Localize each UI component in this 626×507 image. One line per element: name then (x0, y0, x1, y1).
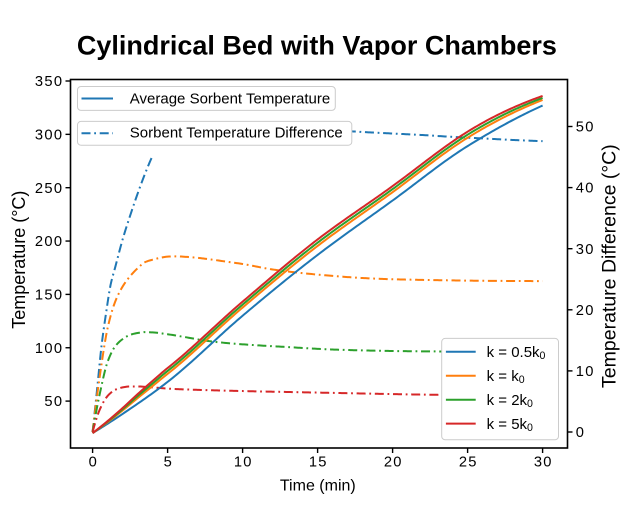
svg-text:150: 150 (35, 288, 63, 304)
svg-text:k = 5k0: k = 5k0 (487, 416, 533, 434)
svg-text:Cylindrical Bed with Vapor Cha: Cylindrical Bed with Vapor Chambers (77, 31, 557, 61)
svg-text:0: 0 (576, 425, 585, 441)
svg-text:k = k0: k = k0 (487, 368, 525, 386)
svg-text:Average Sorbent Temperature: Average Sorbent Temperature (130, 91, 330, 108)
svg-text:50: 50 (576, 120, 595, 136)
svg-text:Temperature (°C): Temperature (°C) (9, 191, 29, 329)
svg-text:30: 30 (576, 242, 595, 258)
svg-text:Temperature Difference (°C): Temperature Difference (°C) (599, 144, 621, 388)
svg-text:Sorbent Temperature Difference: Sorbent Temperature Difference (130, 125, 343, 142)
svg-text:200: 200 (35, 234, 63, 250)
svg-text:40: 40 (576, 181, 595, 197)
svg-text:0: 0 (89, 455, 98, 471)
svg-text:20: 20 (384, 455, 403, 471)
svg-text:Time (min): Time (min) (280, 477, 356, 494)
svg-text:30: 30 (534, 455, 553, 471)
svg-text:15: 15 (309, 455, 328, 471)
svg-text:10: 10 (576, 364, 595, 380)
svg-text:50: 50 (44, 394, 63, 410)
svg-text:100: 100 (35, 341, 63, 357)
svg-text:5: 5 (164, 455, 173, 471)
svg-text:25: 25 (459, 455, 478, 471)
svg-text:k = 0.5k0: k = 0.5k0 (487, 344, 546, 362)
svg-text:20: 20 (576, 303, 595, 319)
svg-text:300: 300 (35, 127, 63, 143)
svg-text:10: 10 (234, 455, 253, 471)
svg-text:350: 350 (35, 74, 63, 90)
svg-text:250: 250 (35, 181, 63, 197)
svg-text:k = 2k0: k = 2k0 (487, 392, 533, 410)
